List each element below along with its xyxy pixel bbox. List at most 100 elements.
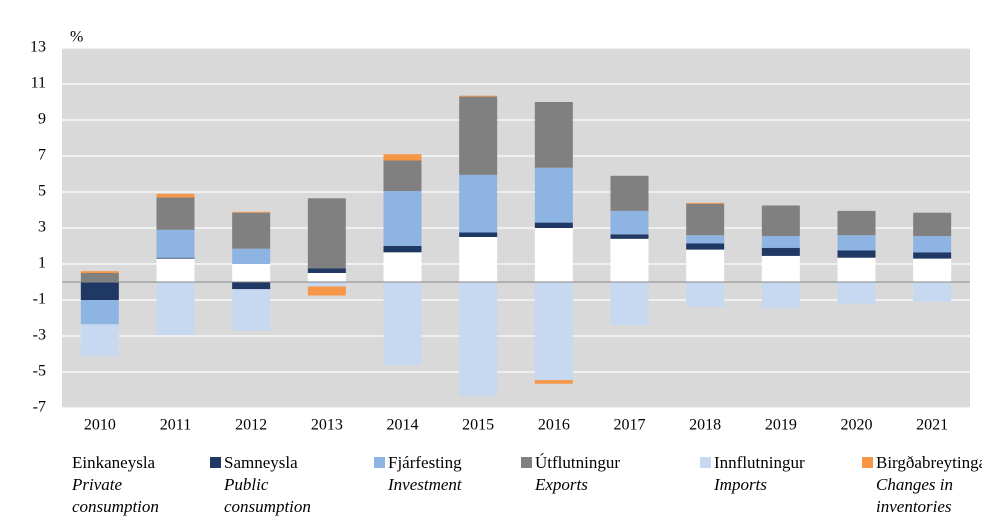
legend-item: Birgðabreytingar Changes in inventories (862, 452, 982, 518)
bar-segment (686, 202, 725, 204)
bar-segment (383, 191, 422, 246)
y-tick-label: 5 (38, 183, 46, 200)
bar-segment (761, 236, 800, 248)
bar-segment (837, 235, 876, 251)
y-tick-label: -7 (33, 399, 46, 416)
bar-segment (913, 282, 952, 302)
bar-segment (232, 212, 271, 249)
legend-label-en: Public consumption (224, 475, 311, 516)
bar-segment (837, 257, 876, 282)
bar-segment (913, 258, 952, 282)
legend-label: Innflutningur (714, 453, 805, 472)
bar-segment (837, 210, 876, 236)
x-tick-label: 2017 (614, 417, 646, 434)
y-tick-label: -1 (33, 291, 46, 308)
y-tick-label: 7 (38, 147, 46, 164)
y-tick-label: 3 (38, 219, 46, 236)
bar-segment (80, 271, 119, 273)
bar-segment (383, 252, 422, 282)
bar-segment (156, 282, 195, 336)
bar-segment (610, 210, 649, 235)
legend-swatch (374, 457, 385, 468)
y-unit: % (70, 29, 83, 46)
y-tick-label: 9 (38, 111, 46, 128)
bar-segment (459, 282, 498, 397)
bar-segment (534, 282, 573, 381)
bar-segment (232, 211, 271, 213)
bar-segment (761, 205, 800, 237)
legend-swatch (58, 457, 69, 468)
x-tick-label: 2020 (841, 417, 873, 434)
x-tick-label: 2013 (311, 417, 343, 434)
bar-segment (383, 282, 422, 365)
bar-segment (761, 255, 800, 282)
x-tick-label: 2016 (538, 417, 570, 434)
bar-segment (307, 268, 346, 273)
x-tick-label: 2014 (387, 417, 419, 434)
bar-segment (80, 300, 119, 325)
bar-segment (534, 228, 573, 282)
y-tick-label: -5 (33, 363, 46, 380)
y-tick-label: -3 (33, 327, 46, 344)
bar-segment (383, 154, 422, 161)
bar-segment (459, 95, 498, 97)
bar-segment (459, 232, 498, 237)
x-tick-label: 2019 (765, 417, 797, 434)
bar-segment (686, 282, 725, 308)
x-tick-label: 2021 (916, 417, 948, 434)
bar-segment (80, 282, 119, 300)
bar-segment (156, 193, 195, 198)
bar-segment (837, 250, 876, 258)
bar-segment (686, 235, 725, 244)
legend-label-en: Changes in inventories (876, 475, 953, 516)
legend-item: Innflutningur Imports (700, 452, 834, 496)
bar-segment (459, 174, 498, 233)
bar-segment (761, 282, 800, 309)
bar-segment (837, 282, 876, 304)
legend-swatch (210, 457, 221, 468)
bar-segment (610, 282, 649, 326)
bar-segment (80, 273, 119, 282)
x-tick-label: 2015 (462, 417, 494, 434)
legend-label-en: Exports (535, 475, 588, 494)
legend-item: Fjárfesting Investment (374, 452, 508, 496)
legend-swatch (862, 457, 873, 468)
legend-item: Einkaneysla Private consumption (58, 452, 192, 518)
x-tick-label: 2011 (160, 417, 191, 434)
legend-item: Samneysla Public consumption (210, 452, 344, 518)
x-tick-label: 2018 (689, 417, 721, 434)
bar-segment (534, 167, 573, 223)
bar-segment (534, 102, 573, 168)
bar-segment (232, 289, 271, 331)
legend-label: Samneysla (224, 453, 298, 472)
bar-segment (232, 264, 271, 282)
bar-segment (686, 243, 725, 250)
y-tick-label: 1 (38, 255, 46, 272)
bar-segment (686, 249, 725, 282)
legend-label-en: Private consumption (72, 475, 159, 516)
bar-segment (534, 380, 573, 384)
legend-label: Birgðabreytingar (876, 453, 982, 472)
bar-segment (307, 286, 346, 296)
legend-swatch (700, 457, 711, 468)
bar-segment (913, 252, 952, 259)
legend-label-en: Imports (714, 475, 767, 494)
bar-segment (232, 248, 271, 264)
x-tick-label: 2012 (235, 417, 267, 434)
bar-segment (307, 282, 346, 287)
legend-label: Útflutningur (535, 453, 620, 472)
bar-segment (383, 246, 422, 253)
bar-segment (156, 257, 195, 259)
y-tick-label: 11 (31, 75, 46, 92)
bar-segment (232, 282, 271, 290)
bar-segment (610, 234, 649, 239)
bar-segment (80, 324, 119, 356)
bar-segment (761, 247, 800, 256)
legend-label: Einkaneysla (72, 453, 156, 472)
bar-segment (610, 238, 649, 282)
bar-segment (459, 96, 498, 175)
legend-swatch (521, 457, 532, 468)
y-tick-label: 13 (30, 39, 46, 56)
bar-segment (459, 237, 498, 282)
